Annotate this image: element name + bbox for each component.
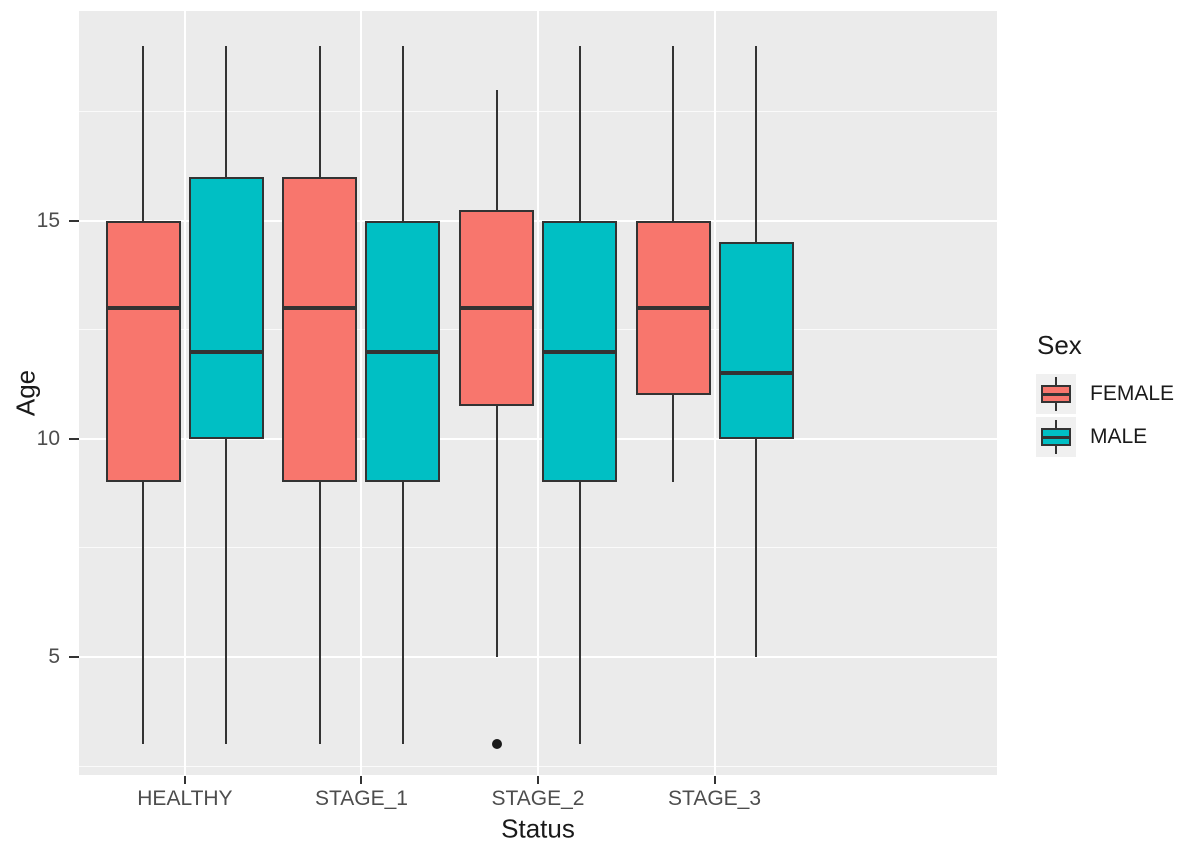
box-male-stage_3 [718, 242, 794, 439]
box-female-healthy [105, 220, 181, 483]
whisker-lower-female-stage_1 [318, 482, 321, 745]
y-tick-label: 15 [36, 208, 60, 232]
legend-entry-male: MALE [1036, 417, 1174, 457]
whisker-upper-male-stage_3 [755, 45, 758, 243]
y-tick-label: 5 [48, 645, 60, 669]
box-male-healthy [188, 176, 264, 439]
median-female-stage_1 [282, 305, 358, 310]
legend-key-male-boxplot-icon [1036, 417, 1076, 457]
whisker-lower-female-healthy [142, 482, 145, 745]
vertical-gridline [713, 11, 716, 775]
whisker-lower-male-healthy [225, 438, 228, 745]
legend-key-median [1041, 436, 1071, 439]
x-tick-mark [713, 776, 716, 784]
vertical-gridline [537, 11, 539, 775]
legend-entry-female: FEMALE [1036, 374, 1174, 414]
x-tick-label: STAGE_2 [491, 787, 585, 810]
median-female-healthy [105, 305, 181, 310]
legend-title: Sex [1037, 330, 1082, 360]
vertical-gridline [183, 11, 186, 775]
y-axis-title: Age [10, 369, 41, 417]
y-tick-mark [69, 219, 79, 222]
x-tick-mark [183, 776, 186, 784]
whisker-lower-female-stage_3 [672, 395, 675, 483]
legend: Sex FEMALE MALE [1036, 330, 1174, 460]
x-tick-label: STAGE_1 [314, 787, 408, 810]
y-tick-mark [69, 437, 79, 440]
whisker-upper-male-stage_2 [578, 45, 581, 221]
x-axis-title: Status [501, 813, 575, 844]
median-female-stage_2 [459, 305, 534, 310]
outlier-female-stage_2 [491, 739, 502, 750]
whisker-upper-female-stage_2 [495, 89, 498, 210]
x-tick-label: HEALTHY [137, 787, 233, 810]
y-tick-label: 10 [36, 426, 60, 450]
legend-label-male: MALE [1090, 425, 1148, 448]
whisker-lower-male-stage_1 [401, 482, 404, 745]
median-male-stage_3 [718, 371, 794, 376]
x-tick-mark [537, 776, 539, 784]
vertical-gridline [360, 11, 363, 775]
whisker-upper-male-stage_1 [401, 45, 404, 221]
whisker-upper-female-stage_3 [672, 45, 675, 221]
whisker-lower-male-stage_3 [755, 438, 758, 658]
legend-key-female-boxplot-icon [1036, 374, 1076, 414]
median-male-healthy [188, 349, 264, 354]
legend-key-median [1041, 393, 1071, 396]
whisker-lower-female-stage_2 [495, 406, 498, 658]
plot-panel [79, 11, 997, 775]
x-tick-mark [360, 776, 363, 784]
x-tick-label: STAGE_3 [668, 787, 762, 810]
whisker-upper-female-healthy [142, 45, 145, 221]
median-female-stage_3 [635, 305, 711, 310]
y-tick-mark [69, 656, 79, 659]
whisker-upper-male-healthy [225, 45, 228, 177]
box-female-stage_1 [282, 176, 358, 483]
whisker-upper-female-stage_1 [318, 45, 321, 177]
median-male-stage_1 [365, 349, 441, 354]
median-male-stage_2 [542, 349, 617, 354]
legend-label-female: FEMALE [1090, 382, 1175, 405]
whisker-lower-male-stage_2 [578, 482, 581, 745]
